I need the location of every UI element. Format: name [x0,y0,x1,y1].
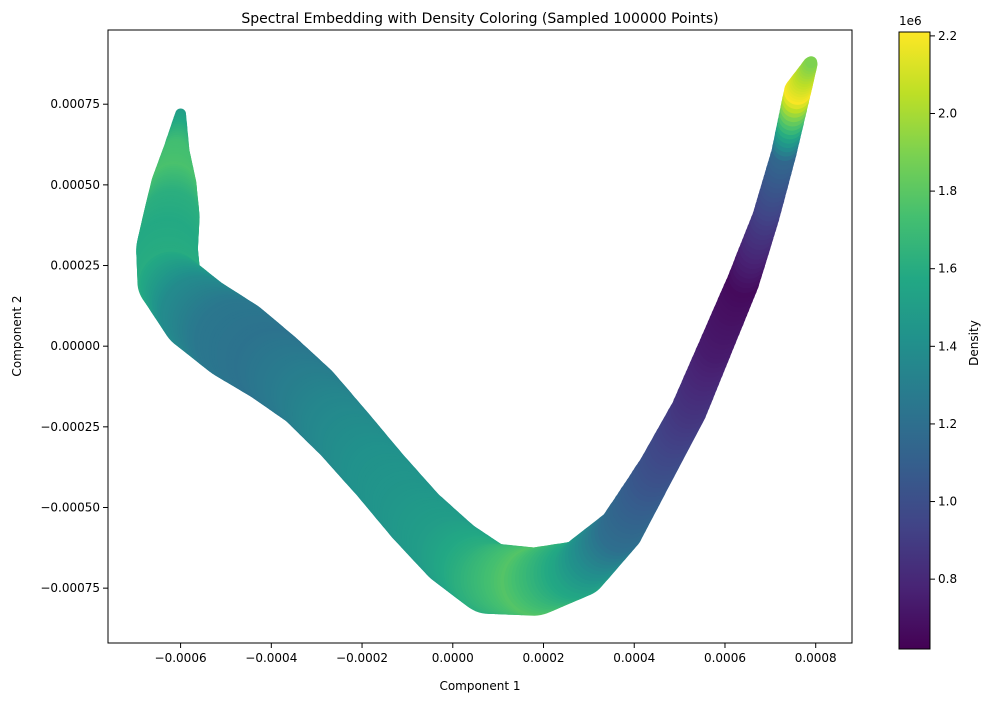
colorbar [898,31,931,650]
x-tick-label: 0.0006 [704,651,746,665]
scatter-points [136,56,818,616]
y-tick-label: 0.00050 [50,178,100,192]
y-axis-label: Component 2 [10,295,24,376]
colorbar-offset-text: 1e6 [899,14,922,28]
y-tick-label: 0.00025 [50,259,100,273]
y-tick-label: −0.00075 [40,581,100,595]
x-axis-ticks: −0.0006 −0.0004 −0.0002 0.0000 0.0002 0.0004 0… [155,643,837,665]
x-tick-label: −0.0004 [245,651,297,665]
x-axis-label: Component 1 [439,679,520,693]
scatter-point [805,56,818,69]
colorbar-tick-label: 2.0 [938,106,957,120]
x-tick-label: 0.0002 [523,651,565,665]
colorbar-tick-label: 1.8 [938,184,957,198]
chart-title: Spectral Embedding with Density Coloring… [241,11,718,27]
y-tick-label: 0.00000 [50,339,100,353]
y-tick-label: −0.00025 [40,420,100,434]
y-tick-label: 0.00075 [50,97,100,111]
plot-frame [107,29,853,644]
colorbar-ticks: 0.8 1.0 1.2 1.4 1.6 1.8 2.0 2.2 [930,29,957,586]
colorbar-tick-label: 1.0 [938,495,957,509]
y-tick-label: −0.00050 [40,500,100,514]
y-axis-ticks: −0.00075 −0.00050 −0.00025 0.00000 0.00025 0.… [40,97,108,595]
colorbar-label: Density [967,320,981,366]
x-tick-label: 0.0000 [432,651,474,665]
colorbar-tick-label: 0.8 [938,572,957,586]
x-tick-label: −0.0002 [336,651,388,665]
colorbar-tick-label: 1.4 [938,339,957,353]
colorbar-tick-label: 2.2 [938,29,957,43]
x-tick-label: 0.0004 [613,651,655,665]
colorbar-tick-label: 1.6 [938,262,957,276]
x-tick-label: 0.0008 [795,651,837,665]
colorbar-tick-label: 1.2 [938,417,957,431]
x-tick-label: −0.0006 [155,651,207,665]
